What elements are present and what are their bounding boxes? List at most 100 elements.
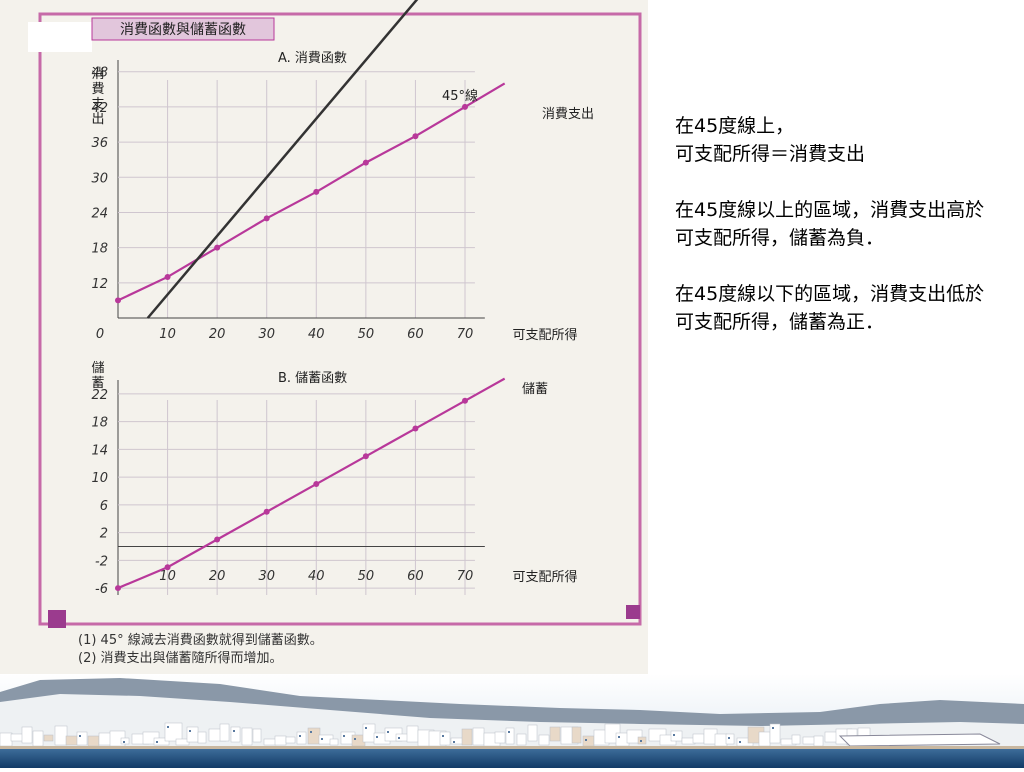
house-block: [494, 731, 506, 744]
x-tick-label: 30: [258, 569, 275, 584]
house-block: [197, 731, 207, 744]
x-tick-label: 60: [407, 327, 424, 342]
bottom-left-marker: [48, 610, 66, 628]
house-block: [219, 723, 230, 742]
data-point: [164, 564, 171, 571]
house-window: [156, 741, 158, 743]
x-tick-label: 20: [209, 569, 226, 584]
x-tick-label: 20: [209, 327, 226, 342]
y-tick-label: 10: [91, 471, 108, 486]
house-block: [32, 730, 44, 747]
x-tick-label: 50: [358, 569, 375, 584]
house-block: [813, 735, 824, 747]
house-block: [824, 731, 838, 743]
house-block: [87, 735, 100, 747]
y-tick-label: 48: [91, 66, 108, 81]
house-block: [43, 734, 54, 742]
house-window: [376, 736, 378, 738]
x-tick-label: 70: [457, 569, 474, 584]
x-tick-label: 10: [159, 327, 176, 342]
caption-line-2: (2) 消費支出與儲蓄隨所得而增加。: [78, 650, 283, 666]
y-tick-label: 24: [91, 206, 108, 221]
y-axis-label-char: 消: [91, 67, 104, 82]
data-point: [115, 297, 121, 304]
consumption-function-chart: 0 10 20 30 40 50 60 70 12 18 24 30 36 42 48 A. 消費函數消費支出…: [91, 0, 594, 343]
x-axis-label: 可支配所得: [512, 327, 577, 343]
house-block: [692, 733, 705, 744]
house-block: [505, 727, 515, 745]
y-axis-label-char: 支: [91, 97, 104, 112]
y-tick-label: 2: [100, 527, 108, 542]
x-tick-label: 40: [308, 327, 325, 342]
caption-line-1: (1) 45° 線減去消費函數就得到儲蓄函數。: [78, 632, 323, 648]
house-block: [758, 731, 771, 747]
house-block: [549, 726, 561, 742]
y-tick-label: 36: [91, 136, 108, 151]
y-axis-label-char: 蓄: [91, 376, 104, 391]
house-window: [310, 731, 312, 733]
note-above-45-line: 在45度線以上的區域，消費支出高於可支配所得，儲蓄為負．: [675, 199, 985, 249]
data-point: [313, 188, 320, 195]
house-block: [472, 727, 485, 746]
figure-header-title: 消費函數與儲蓄函數: [120, 22, 246, 38]
house-block: [274, 735, 287, 746]
y-tick-label: 6: [100, 499, 108, 514]
house-block: [241, 727, 253, 746]
data-point: [164, 273, 171, 280]
house-block: [21, 726, 33, 744]
house-block: [285, 736, 296, 744]
note-below-45-line: 在45度線以下的區域，消費支出低於可支配所得，儲蓄為正．: [675, 283, 985, 333]
house-block: [769, 723, 781, 744]
house-block: [516, 733, 527, 746]
textbook-figure: 消費函數與儲蓄函數 0 10 20 30 40 50 60 70 12 18 24 30 36 42 48 A…: [28, 0, 642, 666]
house-block: [538, 734, 550, 746]
header-box: [91, 17, 275, 41]
house-window: [772, 727, 774, 729]
line-45-degree: [146, 0, 419, 319]
house-window: [673, 734, 675, 736]
textbook-page: 消費函數與儲蓄函數 0 10 20 30 40 50 60 70 12 18 24 30 36 42 48 A…: [0, 0, 648, 674]
house-window: [585, 739, 587, 741]
note-on-45-line: 在45度線上， 可支配所得＝消費支出: [675, 115, 866, 165]
y-axis-label-char: 出: [91, 112, 104, 127]
harbor-town-banner: [0, 674, 1024, 768]
data-point: [263, 215, 270, 222]
y-tick-label: -6: [95, 582, 108, 597]
data-point: [214, 536, 221, 543]
house-window: [365, 727, 367, 729]
y-axis-label-char: 費: [91, 82, 104, 97]
x-tick-label: 40: [308, 569, 325, 584]
house-window: [442, 735, 444, 737]
house-block: [153, 737, 170, 746]
house-window: [387, 731, 389, 733]
house-window: [79, 735, 81, 737]
house-window: [453, 741, 455, 743]
house-block: [186, 726, 199, 743]
data-point: [263, 508, 270, 515]
data-point: [412, 425, 419, 432]
house-block: [307, 727, 321, 745]
house-window: [299, 735, 301, 737]
house-block: [791, 734, 801, 745]
house-block: [461, 728, 473, 746]
house-window: [167, 726, 169, 728]
house-block: [54, 725, 68, 746]
data-point: [214, 244, 221, 251]
figure-frame: [38, 12, 642, 626]
house-window: [508, 731, 510, 733]
y-tick-label: 18: [91, 242, 108, 257]
house-block: [296, 731, 307, 745]
y-tick-label: 30: [91, 171, 108, 186]
y-tick-label: 18: [91, 416, 108, 431]
house-block: [439, 731, 451, 746]
chart-title: A. 消費函數: [278, 51, 347, 66]
series-line: [117, 82, 506, 302]
white-houses: [0, 722, 871, 747]
house-block: [263, 738, 277, 746]
data-point: [362, 453, 369, 460]
house-block: [230, 726, 241, 743]
house-block: [406, 725, 419, 743]
house-window: [343, 735, 345, 737]
bottom-right-marker: [626, 605, 640, 619]
house-window: [354, 738, 356, 740]
